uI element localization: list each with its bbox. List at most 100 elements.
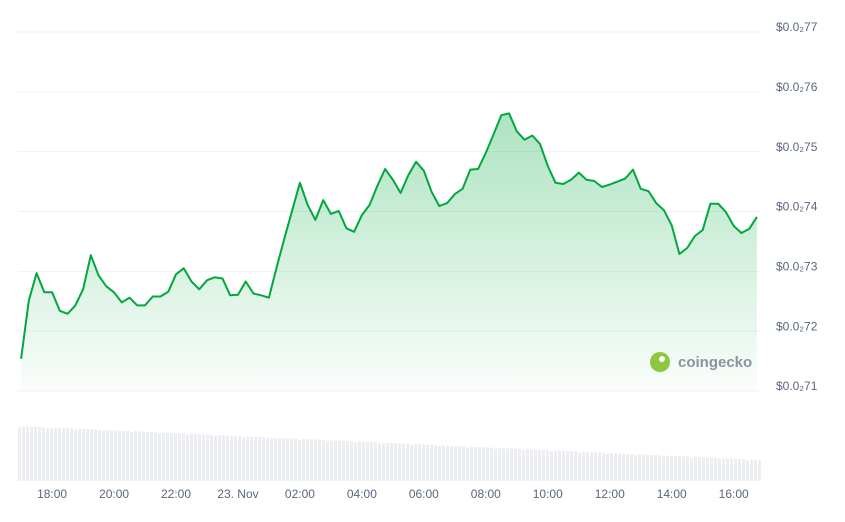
volume-bar [670, 455, 673, 481]
volume-bar [466, 447, 469, 481]
volume-bar [726, 458, 729, 481]
volume-bar [462, 446, 465, 481]
volume-bar [746, 460, 749, 481]
volume-bar [70, 428, 73, 481]
volume-bar [474, 446, 477, 481]
watermark-text: coingecko [678, 354, 752, 371]
volume-bar [422, 444, 425, 481]
volume-bar [526, 449, 529, 481]
volume-bar [22, 426, 25, 481]
volume-bar [730, 458, 733, 481]
volume-bar [342, 440, 345, 481]
volume-bar [402, 443, 405, 481]
volume-bar [618, 453, 621, 481]
volume-bar [366, 441, 369, 481]
volume-bar [550, 451, 553, 481]
volume-bar [34, 426, 37, 481]
y-tick-label: $0.0₂74 [776, 200, 818, 214]
volume-bar [478, 447, 481, 481]
volume-bar [170, 432, 173, 481]
volume-bar [578, 452, 581, 481]
volume-bar [654, 455, 657, 481]
volume-bar [270, 438, 273, 481]
volume-bar [410, 444, 413, 481]
volume-bar [346, 440, 349, 481]
volume-bar [430, 444, 433, 481]
volume-bar [530, 449, 533, 481]
volume-bar [146, 431, 149, 481]
volume-bar [306, 439, 309, 481]
volume-bar [594, 452, 597, 481]
y-tick-label: $0.0₂73 [776, 260, 818, 274]
volume-bar [82, 428, 85, 481]
volume-bar [650, 454, 653, 481]
volume-bar [274, 437, 277, 481]
volume-bar [234, 435, 237, 481]
y-tick-label: $0.0₂77 [776, 20, 818, 34]
volume-bar [446, 445, 449, 481]
volume-bar [302, 438, 305, 481]
volume-bar [254, 436, 257, 481]
volume-bar [318, 439, 321, 481]
x-tick-label: 22:00 [161, 487, 191, 501]
volume-bar [754, 459, 757, 481]
area [21, 113, 757, 392]
volume-bar [554, 450, 557, 481]
logo [650, 352, 670, 372]
volume-bar [386, 442, 389, 481]
x-tick-label: 06:00 [409, 487, 439, 501]
volume-bar [638, 454, 641, 481]
volume-bar [494, 448, 497, 481]
volume-bar [38, 426, 41, 481]
volume-bar [162, 432, 165, 481]
volume-bar [238, 436, 241, 481]
volume-bar [50, 427, 53, 481]
volume-bar [698, 457, 701, 481]
volume-bar [450, 445, 453, 481]
volume-bar [678, 456, 681, 481]
volume [18, 426, 761, 481]
volume-bar [58, 427, 61, 481]
volume-bar [102, 430, 105, 481]
volume-bar [590, 452, 593, 481]
volume-bar [310, 439, 313, 481]
volume-bar [666, 455, 669, 481]
volume-bar [30, 426, 33, 481]
volume-bar [558, 450, 561, 481]
plot [20, 112, 758, 392]
volume-bar [610, 453, 613, 481]
y-tick-label: $0.0₂75 [776, 140, 818, 154]
volume-bar [222, 435, 225, 481]
price-line [20, 112, 758, 359]
y-tick-label: $0.0₂76 [776, 80, 818, 94]
volume-bar [354, 442, 357, 481]
x-tick-label: 18:00 [37, 487, 67, 501]
volume-bar [62, 428, 65, 481]
volume-bar [646, 454, 649, 481]
volume-bar [166, 432, 169, 481]
volume-bar [622, 453, 625, 481]
volume-bar [286, 438, 289, 481]
x-tick-label: 16:00 [719, 487, 749, 501]
volume-bar [74, 429, 77, 481]
volume-bar [26, 426, 29, 481]
volume-bar [542, 449, 545, 481]
volume-bar [398, 443, 401, 481]
volume-bar [490, 447, 493, 481]
y-tick-label: $0.0₂72 [776, 319, 818, 333]
volume-bar [662, 456, 665, 481]
volume-bar [506, 448, 509, 481]
volume-bar [78, 428, 81, 481]
volume-bar [218, 435, 221, 481]
volume-bar [246, 436, 249, 481]
volume-bar [394, 443, 397, 481]
volume-bar [98, 429, 101, 481]
volume-bar [486, 447, 489, 481]
volume-bar [158, 433, 161, 481]
volume-bar [374, 442, 377, 481]
volume-bar [522, 450, 525, 481]
volume-bar [738, 458, 741, 481]
volume-bar [258, 436, 261, 481]
volume-bar [314, 439, 317, 481]
